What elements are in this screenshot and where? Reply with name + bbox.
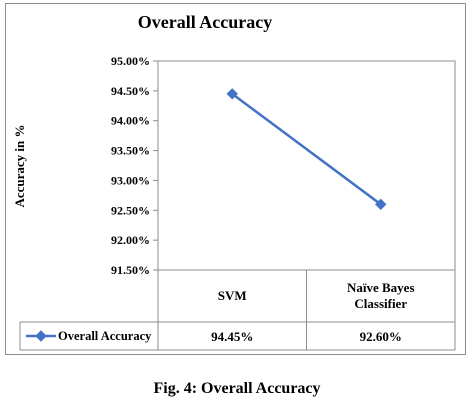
y-tick-label: 92.00% <box>111 233 150 247</box>
y-tick-label: 92.50% <box>111 203 150 217</box>
data-table-value: 92.60% <box>360 329 402 344</box>
x-category-label: Classifier <box>354 296 407 311</box>
series-line <box>231 92 382 206</box>
y-tick-label: 94.50% <box>111 84 150 98</box>
figure-caption: Fig. 4: Overall Accuracy <box>153 380 321 397</box>
chart-frame <box>5 3 466 355</box>
chart-title: Overall Accuracy <box>138 12 272 32</box>
y-tick-label: 95.00% <box>111 54 150 68</box>
plot-area <box>157 60 456 271</box>
data-point-marker <box>375 198 387 211</box>
x-category-label: SVM <box>218 288 247 303</box>
legend-label: Overall Accuracy <box>58 329 152 343</box>
legend-marker <box>35 330 47 342</box>
y-axis-label: Accuracy in % <box>12 124 27 207</box>
data-point-marker <box>226 88 238 100</box>
y-tick-label: 94.00% <box>111 114 150 128</box>
y-tick-label: 91.50% <box>111 263 150 277</box>
y-tick-label: 93.50% <box>111 144 150 158</box>
x-category-label: Naïve Bayes <box>347 280 415 295</box>
y-tick-label: 93.00% <box>111 173 150 187</box>
data-table-value: 94.45% <box>211 329 253 344</box>
